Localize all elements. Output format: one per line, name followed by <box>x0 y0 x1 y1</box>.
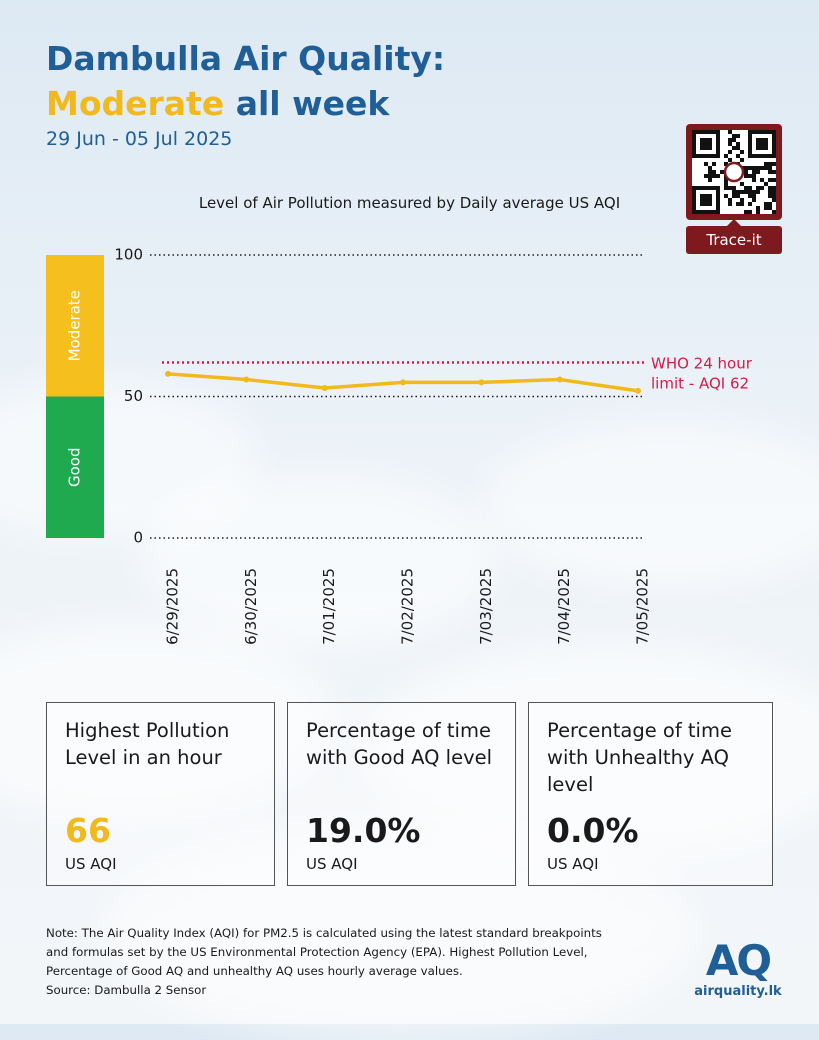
stat-value: 66 <box>65 811 111 850</box>
data-point <box>165 370 171 377</box>
page-title: Dambulla Air Quality: Moderate all week <box>46 36 445 126</box>
note-line: Percentage of Good AQ and unhealthy AQ u… <box>46 964 463 978</box>
data-point <box>321 385 328 392</box>
x-tick-label: 6/29/2025 <box>164 568 182 645</box>
y-tick-label: 100 <box>114 246 143 264</box>
note-line: Note: The Air Quality Index (AQI) for PM… <box>46 926 602 940</box>
band-label: Good <box>66 448 84 488</box>
stat-label: Percentage of time with Unhealthy AQ lev… <box>547 719 732 796</box>
stat-unhealthy-percentage: Percentage of time with Unhealthy AQ lev… <box>528 702 773 886</box>
data-point <box>478 379 485 386</box>
x-tick-label: 7/02/2025 <box>399 568 417 645</box>
data-point <box>556 376 563 383</box>
stat-label: Percentage of time with Good AQ level <box>306 719 493 769</box>
logo-mark: AQ <box>705 936 772 985</box>
y-tick-label: 0 <box>133 529 143 547</box>
footnote: Note: The Air Quality Index (AQI) for PM… <box>46 924 676 1000</box>
x-tick-label: 7/05/2025 <box>634 568 652 645</box>
airquality-logo[interactable]: AQ airquality.lk <box>688 936 788 1000</box>
data-point <box>243 376 250 383</box>
aqi-band <box>46 396 104 538</box>
x-tick-label: 6/30/2025 <box>242 568 260 645</box>
x-tick-label: 7/04/2025 <box>555 568 573 645</box>
stat-good-percentage: Percentage of time with Good AQ level 19… <box>287 702 516 886</box>
trace-it-label[interactable]: Trace-it <box>686 226 782 254</box>
aqi-band <box>46 255 104 397</box>
stat-highest-pollution: Highest Pollution Level in an hour 66 US… <box>46 702 275 886</box>
who-limit-label: limit - AQI 62 <box>651 375 749 393</box>
aqi-line-chart: Good Moderate 0 50 100 WHO 24 hour limit - AQI… <box>46 246 753 645</box>
x-tick-label: 7/03/2025 <box>477 568 495 645</box>
qr-pointer <box>726 219 742 227</box>
band-label: Moderate <box>66 290 84 361</box>
date-range: 29 Jun - 05 Jul 2025 <box>46 128 233 150</box>
x-tick-label: 7/01/2025 <box>320 568 338 645</box>
logo-text: airquality.lk <box>694 984 782 999</box>
data-point <box>400 379 406 386</box>
stat-value: 19.0% <box>306 811 421 850</box>
data-point <box>635 387 641 394</box>
stat-value: 0.0% <box>547 811 639 850</box>
stat-unit: US AQI <box>547 855 599 873</box>
stat-unit: US AQI <box>306 855 358 873</box>
who-limit-label: WHO 24 hour <box>651 355 753 373</box>
y-tick-label: 50 <box>124 387 143 405</box>
stat-label: Highest Pollution Level in an hour <box>65 719 230 769</box>
qr-pattern <box>692 130 776 214</box>
qr-code[interactable] <box>686 124 782 220</box>
note-line: and formulas set by the US Environmental… <box>46 945 588 959</box>
title-highlight: Moderate <box>46 84 225 123</box>
title-line1: Dambulla Air Quality: <box>46 39 446 78</box>
stat-unit: US AQI <box>65 855 117 873</box>
chart-title: Level of Air Pollution measured by Daily… <box>198 194 621 212</box>
source-line: Source: Dambulla 2 Sensor <box>46 983 207 997</box>
title-rest: all week <box>224 84 390 123</box>
